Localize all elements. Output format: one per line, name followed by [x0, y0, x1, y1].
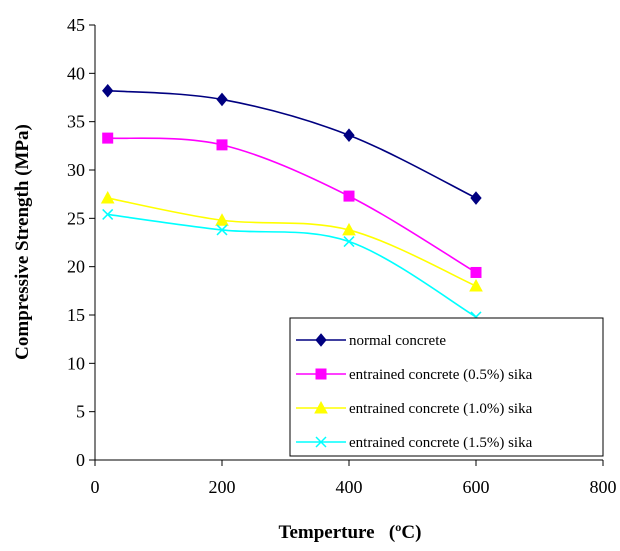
- x-tick-label: 400: [336, 477, 363, 497]
- x-axis-title: Temperture (ºC): [279, 522, 422, 543]
- y-tick-label: 15: [67, 305, 85, 325]
- legend-label: normal concrete: [349, 333, 446, 349]
- data-point: [102, 208, 114, 220]
- legend: normal concrete entrained concrete (0.5%)…: [289, 317, 604, 457]
- series-4: [102, 208, 482, 323]
- y-axis-title: Compressive Strength (MPa): [12, 124, 33, 360]
- legend-label: entrained concrete (0.5%) sika: [349, 367, 533, 383]
- data-point: [102, 132, 114, 144]
- series-1: [102, 83, 482, 205]
- legend-box: [289, 317, 604, 457]
- x-marker-stroke: [216, 224, 228, 236]
- x-tick-label: 200: [209, 477, 236, 497]
- y-tick-label: 30: [67, 160, 85, 180]
- data-point: [343, 236, 355, 248]
- legend-label: entrained concrete (1.5%) sika: [349, 435, 533, 451]
- x-marker-stroke: [315, 436, 327, 448]
- x-tick-label: 600: [463, 477, 490, 497]
- data-point: [469, 278, 483, 292]
- legend-marker: [315, 333, 327, 347]
- legend-marker: [315, 368, 327, 380]
- series-line: [107, 213, 477, 318]
- data-point: [342, 222, 356, 236]
- data-point: [470, 266, 482, 278]
- data-point: [343, 128, 355, 142]
- y-tick-label: 5: [76, 402, 85, 422]
- x-axis: 0 200 400 600 800: [91, 460, 617, 497]
- series-2: [102, 132, 482, 278]
- y-tick-label: 45: [67, 15, 85, 35]
- data-point: [216, 224, 228, 236]
- legend-marker: [315, 436, 327, 448]
- legend-item: normal concrete: [296, 333, 446, 349]
- y-tick-label: 25: [67, 208, 85, 228]
- y-tick-label: 10: [67, 353, 85, 373]
- data-point: [216, 92, 228, 107]
- legend-marker: [314, 400, 328, 414]
- data-point: [216, 139, 228, 151]
- legend-item: entrained concrete (1.0%) sika: [296, 400, 533, 417]
- series-layer: [100, 83, 483, 323]
- series-line: [107, 197, 477, 287]
- y-axis: 0 5 10 15 20 25 30 35 40 45: [67, 15, 95, 470]
- data-point: [215, 213, 229, 226]
- legend-label: entrained concrete (1.0%) sika: [349, 401, 533, 417]
- legend-item: entrained concrete (0.5%) sika: [296, 367, 533, 383]
- x-marker-stroke: [343, 236, 355, 248]
- data-point: [100, 190, 115, 204]
- y-tick-label: 0: [76, 450, 85, 470]
- data-point: [102, 83, 114, 98]
- series-line: [107, 137, 477, 274]
- x-marker-stroke: [102, 208, 114, 220]
- legend-item: entrained concrete (1.5%) sika: [296, 435, 533, 451]
- series-line: [107, 89, 477, 199]
- x-tick-label: 800: [590, 477, 617, 497]
- data-point: [470, 191, 482, 205]
- x-tick-label: 0: [91, 477, 100, 497]
- data-point: [343, 190, 355, 202]
- y-tick-label: 35: [67, 112, 85, 132]
- series-3: [100, 190, 483, 292]
- y-tick-label: 20: [67, 257, 85, 277]
- y-tick-label: 40: [67, 63, 85, 83]
